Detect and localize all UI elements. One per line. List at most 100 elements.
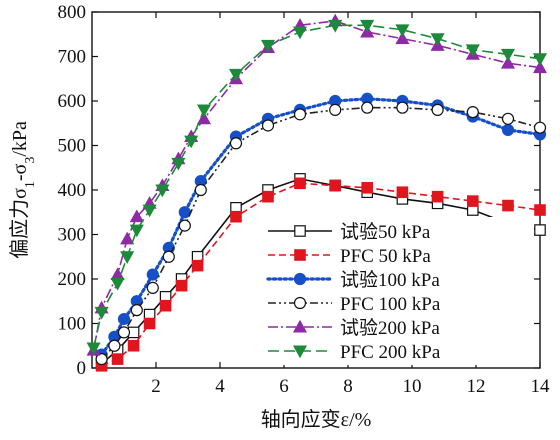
data-point (120, 231, 135, 245)
data-point (108, 339, 121, 352)
data-point (86, 342, 101, 356)
legend-background (262, 217, 534, 365)
data-point (360, 19, 375, 33)
data-point (230, 210, 242, 223)
data-point (196, 111, 212, 125)
data-point (120, 251, 135, 264)
data-point (396, 101, 409, 114)
data-point (110, 277, 125, 291)
legend-item: 试验100 kPa (266, 269, 440, 291)
data-point (430, 33, 445, 46)
x-tick-label: 8 (343, 376, 353, 397)
x-tick-label: 6 (279, 376, 289, 397)
data-point (532, 53, 548, 66)
series-line (92, 20, 541, 351)
legend-label: 试验200 kPa (340, 317, 440, 339)
data-point (262, 190, 274, 203)
y-tick-label: 600 (58, 91, 87, 112)
x-axis-label: 轴向应变ε/% (261, 408, 372, 431)
data-point (294, 177, 306, 190)
data-point (178, 219, 191, 232)
series-line (101, 182, 541, 367)
data-point (500, 55, 516, 69)
data-point (130, 304, 143, 317)
data-point (431, 190, 444, 203)
data-point (395, 31, 410, 45)
data-point (261, 119, 275, 132)
series-layer (86, 13, 548, 372)
legend-item: PFC 50 kPa (268, 246, 431, 267)
data-point (111, 353, 124, 365)
data-point (395, 24, 410, 38)
legend-marker (294, 225, 306, 237)
y-axis-label-mid: -σ (9, 163, 31, 181)
data-point (501, 112, 515, 125)
data-point (229, 137, 243, 150)
data-point (95, 353, 108, 366)
y-axis-label-suffix: /kPa (9, 121, 31, 157)
data-point (146, 268, 159, 281)
legend-item: PFC 200 kPa (268, 342, 441, 363)
data-point (159, 299, 172, 312)
y-tick-label: 100 (58, 314, 87, 335)
data-point (292, 26, 308, 40)
legend-label: PFC 100 kPa (340, 294, 441, 315)
legend-item: PFC 100 kPa (268, 294, 441, 315)
data-point (532, 60, 548, 74)
data-point (155, 184, 170, 198)
y-tick-label: 200 (58, 269, 87, 290)
data-point (328, 19, 343, 33)
axes-layer: 0 100 200 300 400 500 600 700 800 2 4 6 8 10 12 14 (58, 2, 551, 397)
x-tick-label: 12 (467, 376, 486, 397)
data-point (196, 104, 212, 118)
data-point (361, 181, 373, 194)
series-pfc-200-kpa (86, 19, 548, 356)
legend-item: 试验50 kPa (268, 221, 431, 243)
data-point (117, 326, 131, 339)
legend-label: PFC 50 kPa (340, 246, 431, 267)
legend-marker (293, 272, 307, 286)
data-point (228, 68, 244, 82)
x-tick-label: 10 (403, 376, 422, 397)
y-axis-label: 偏应力σ1-σ3/kPa (8, 121, 38, 259)
data-point (501, 123, 515, 137)
y-tick-label: 0 (77, 358, 87, 379)
data-point (466, 106, 479, 119)
y-tick-label: 300 (58, 225, 87, 246)
data-point (500, 48, 516, 62)
data-point (191, 259, 204, 272)
data-point (162, 250, 175, 263)
data-point (534, 224, 546, 236)
data-point (396, 186, 409, 199)
data-point (129, 209, 144, 223)
data-point (533, 121, 547, 134)
legend-marker (292, 319, 308, 333)
x-tick-label: 4 (215, 376, 225, 397)
data-point (129, 224, 144, 238)
legend-marker (293, 296, 307, 310)
data-point (194, 183, 207, 197)
data-point (175, 279, 188, 292)
data-point (361, 101, 374, 114)
y-axis-label-prefix: 偏应力σ (8, 188, 31, 259)
legend-label: 试验50 kPa (340, 221, 431, 243)
y-axis-label-sub3: 3 (23, 157, 38, 164)
y-tick-label: 700 (58, 47, 87, 68)
data-point (142, 204, 157, 218)
y-tick-label: 800 (58, 2, 87, 23)
data-point (465, 44, 480, 58)
data-point (171, 157, 186, 171)
legend-marker (294, 249, 306, 261)
legend-marker (292, 345, 308, 359)
data-point (117, 312, 131, 326)
data-point (431, 103, 444, 117)
data-point (143, 317, 156, 330)
data-point (94, 306, 109, 320)
legend-label: 试验100 kPa (340, 269, 440, 291)
data-point (534, 204, 546, 216)
data-point (502, 199, 514, 212)
y-tick-label: 500 (58, 136, 87, 157)
y-tick-label: 400 (58, 180, 87, 201)
